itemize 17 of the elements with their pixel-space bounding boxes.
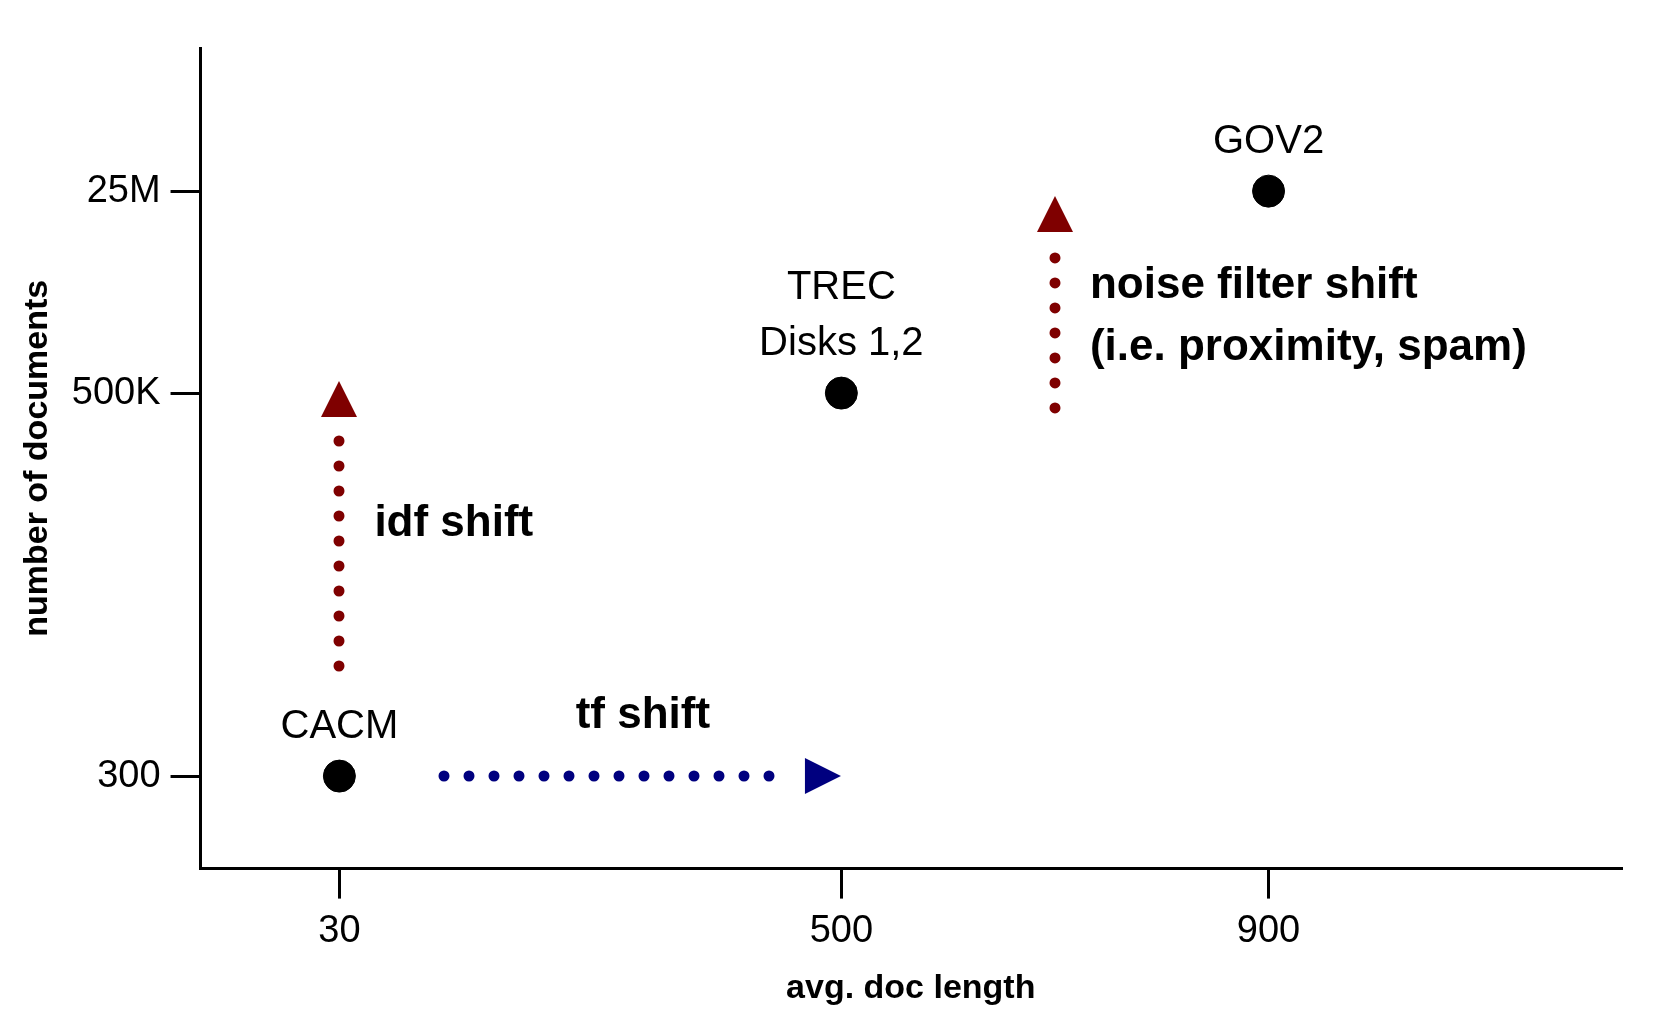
point — [824, 376, 858, 410]
point — [1252, 174, 1286, 208]
annotation: tf shift — [575, 688, 711, 738]
x-tick-label: 900 — [1236, 907, 1301, 950]
x-axis-title: avg. doc length — [786, 966, 1036, 1005]
annotation: TREC Disks 1,2 — [759, 263, 924, 364]
x-tick-label: 30 — [318, 907, 361, 950]
y-tick-label: 25M — [86, 167, 161, 210]
x-tick-label: 500 — [809, 907, 874, 950]
point — [322, 759, 356, 793]
annotation: noise filter shift (i.e. proximity, spam) — [1089, 258, 1527, 370]
y-axis-title: number of documents — [15, 279, 54, 637]
y-tick-label: 500K — [71, 369, 161, 412]
annotation: CACM — [280, 702, 399, 747]
annotation: GOV2 — [1212, 117, 1325, 162]
y-tick-label: 300 — [97, 752, 161, 795]
annotation: idf shift — [374, 495, 534, 545]
